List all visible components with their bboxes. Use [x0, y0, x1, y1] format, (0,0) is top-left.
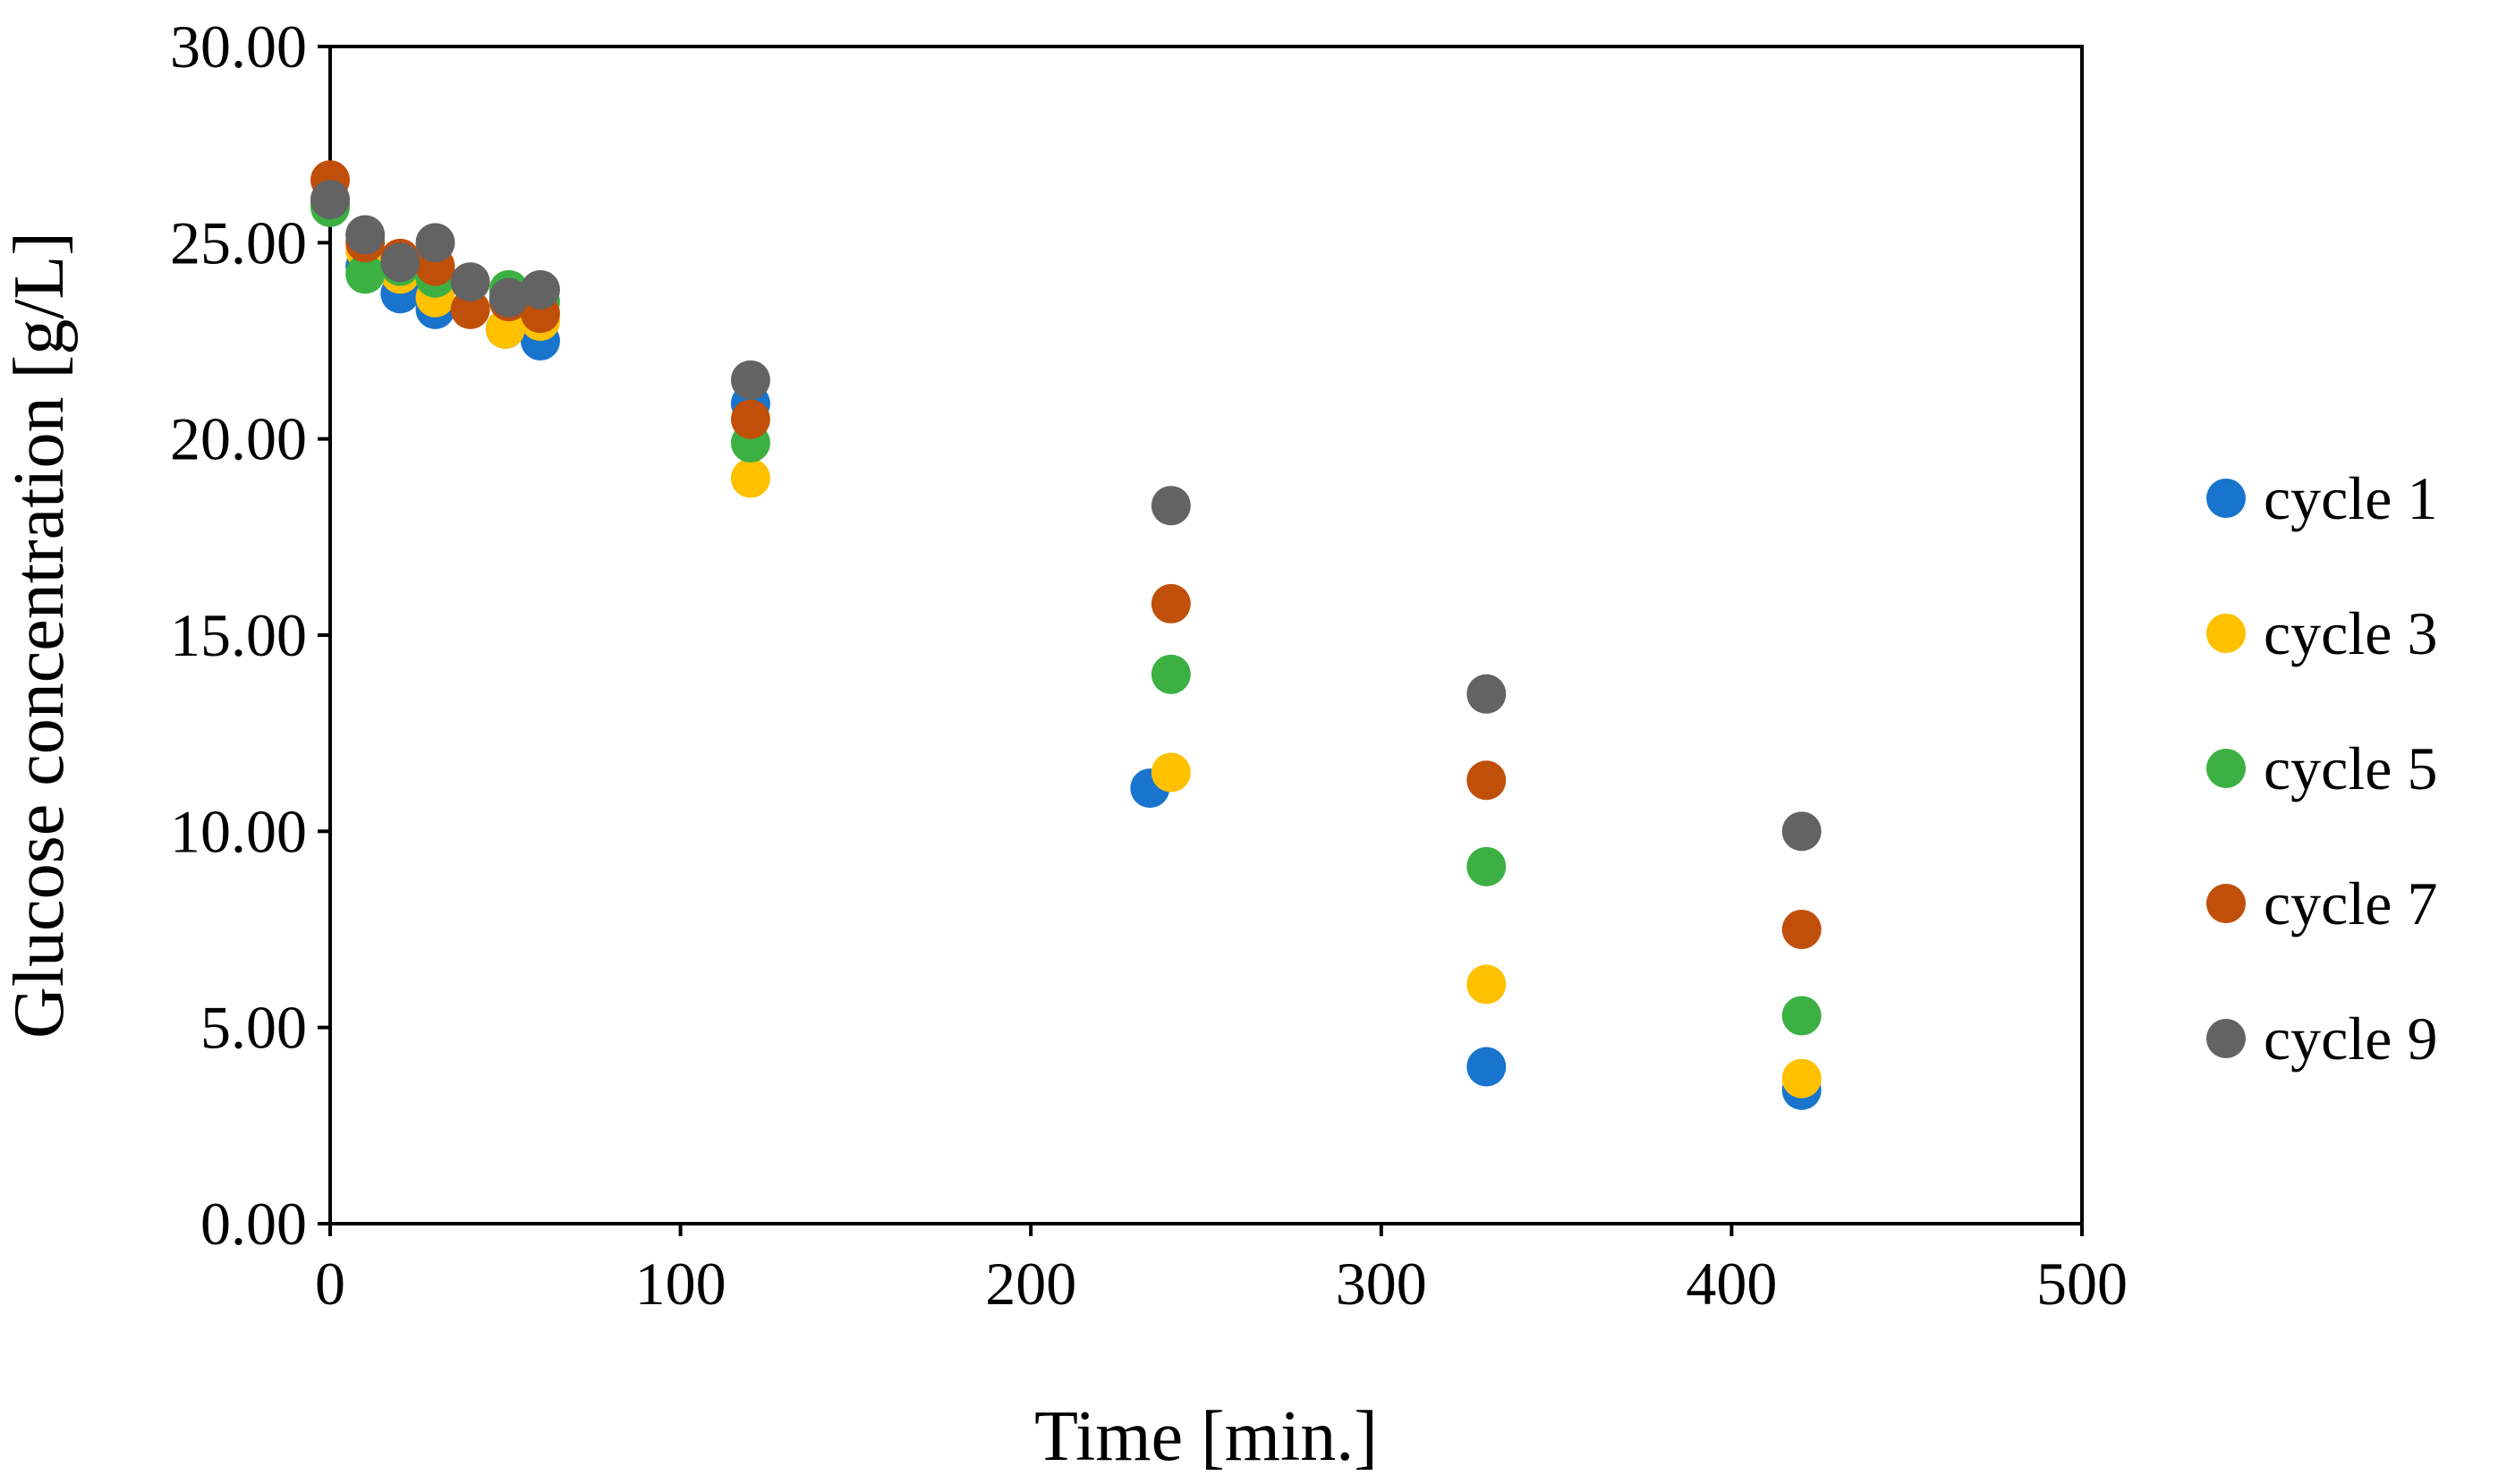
data-point — [1781, 1058, 1822, 1098]
data-point — [730, 360, 770, 400]
data-point — [730, 458, 770, 498]
legend-label: cycle 5 — [2264, 734, 2437, 802]
x-tick-label: 100 — [635, 1250, 726, 1318]
data-point — [520, 269, 560, 310]
series-cycle-9 — [310, 180, 1822, 852]
y-tick-label: 25.00 — [170, 208, 307, 276]
legend: cycle 1 cycle 3 cycle 5 cycle 7 cycle 9 — [2206, 464, 2437, 1073]
y-tick-label: 10.00 — [170, 797, 307, 865]
y-tick-label: 5.00 — [200, 994, 307, 1062]
legend-label: cycle 1 — [2264, 464, 2437, 532]
x-tick-label: 400 — [1686, 1250, 1777, 1318]
data-point — [1151, 486, 1191, 526]
legend-marker — [2206, 1019, 2246, 1058]
y-tick-label: 30.00 — [170, 13, 307, 81]
y-axis-title: Glucose concentration [g/L] — [0, 232, 79, 1039]
data-point — [1151, 654, 1191, 694]
data-point — [450, 262, 490, 302]
plot-area-frame — [328, 45, 2084, 1225]
legend-marker — [2206, 479, 2246, 518]
legend-label: cycle 7 — [2264, 869, 2437, 937]
x-axis-title: Time [min.] — [1034, 1397, 1378, 1476]
data-point — [1466, 1047, 1507, 1087]
data-point — [1781, 910, 1822, 949]
y-tick-label: 15.00 — [170, 601, 307, 669]
data-point — [310, 180, 350, 220]
legend-label: cycle 3 — [2264, 599, 2437, 667]
y-tick-label: 0.00 — [200, 1190, 307, 1258]
data-point — [345, 215, 386, 255]
data-point — [1781, 996, 1822, 1036]
legend-marker — [2206, 884, 2246, 923]
data-point — [1466, 846, 1507, 886]
x-tick-label: 0 — [315, 1250, 345, 1318]
legend-marker — [2206, 749, 2246, 788]
x-tick-label: 200 — [985, 1250, 1076, 1318]
x-axis: 0 100 200 300 400 500 — [315, 1224, 2128, 1318]
data-point — [489, 277, 529, 318]
data-point — [1466, 674, 1507, 714]
data-point — [1466, 760, 1507, 801]
x-tick-label: 300 — [1336, 1250, 1427, 1318]
data-point — [1151, 752, 1191, 793]
y-axis: 0.00 5.00 10.00 15.00 20.00 25.00 30.00 — [170, 13, 330, 1258]
legend-marker — [2206, 614, 2246, 653]
data-point — [1781, 811, 1822, 852]
data-series — [310, 160, 1822, 1110]
x-tick-label: 500 — [2036, 1250, 2128, 1318]
data-point — [1466, 964, 1507, 1005]
data-point — [345, 254, 386, 294]
data-point — [730, 399, 770, 439]
data-point — [380, 242, 421, 283]
data-point — [1151, 583, 1191, 623]
y-tick-label: 20.00 — [170, 405, 307, 473]
data-point — [415, 223, 455, 263]
legend-label: cycle 9 — [2264, 1005, 2437, 1073]
data-point — [450, 289, 490, 329]
